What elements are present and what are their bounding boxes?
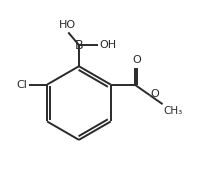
Text: CH₃: CH₃ [163,106,183,116]
Text: O: O [133,55,141,65]
Text: Cl: Cl [17,80,28,90]
Text: O: O [151,89,159,99]
Text: OH: OH [99,40,116,50]
Text: HO: HO [59,20,76,30]
Text: B: B [75,39,83,52]
